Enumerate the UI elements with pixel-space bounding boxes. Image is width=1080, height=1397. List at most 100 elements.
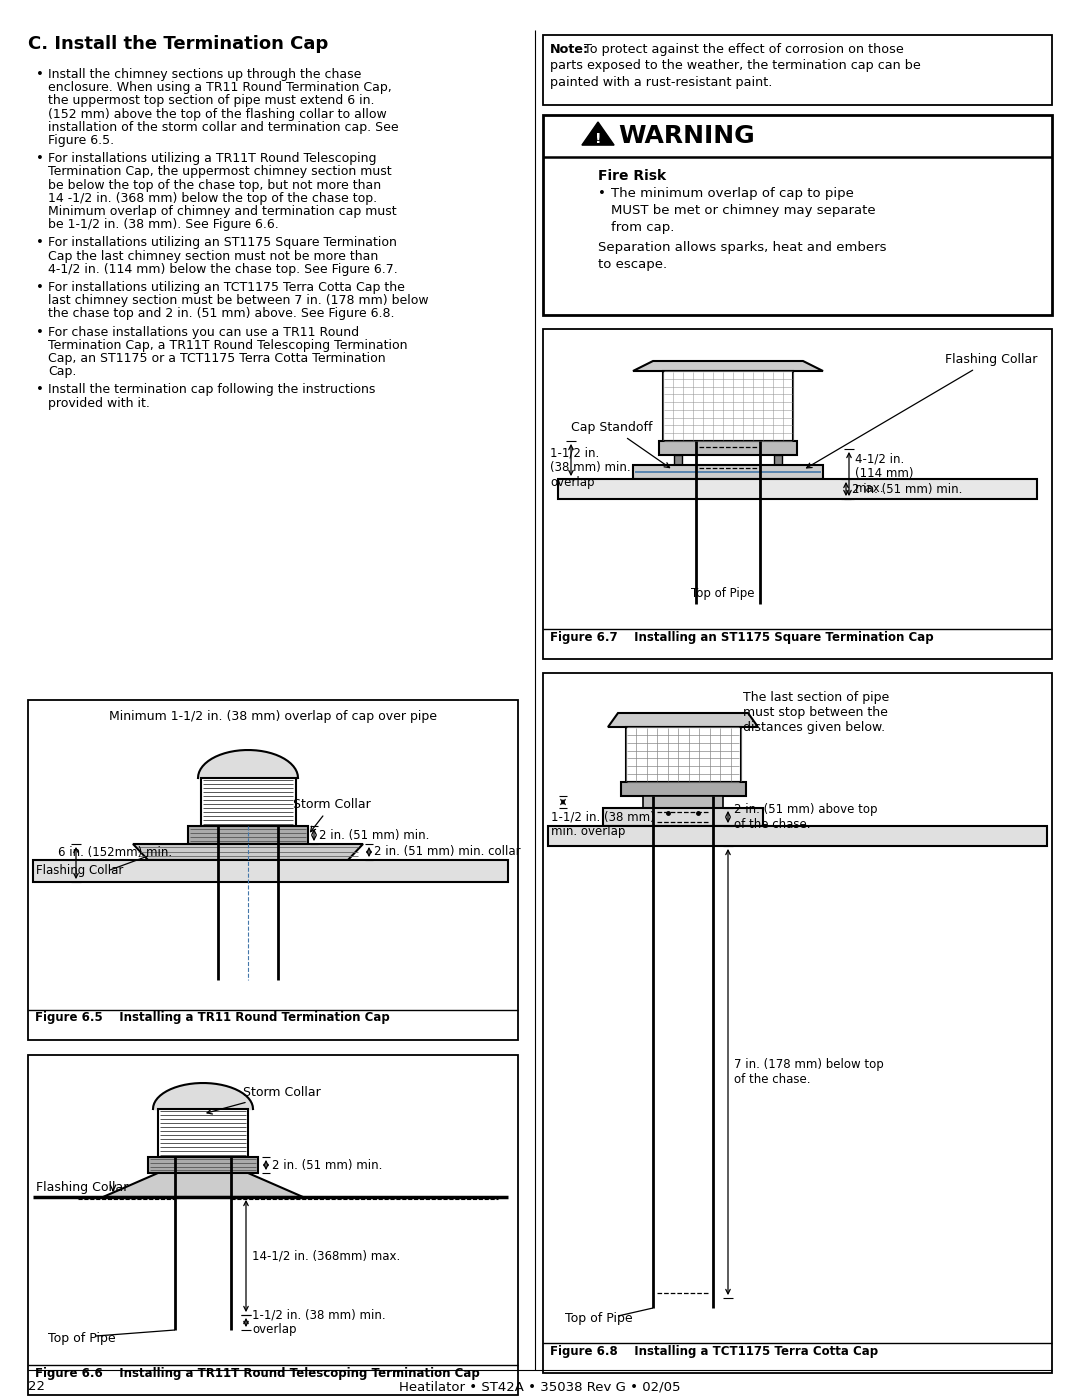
Text: Figure 6.7    Installing an ST1175 Square Termination Cap: Figure 6.7 Installing an ST1175 Square T… <box>550 630 933 644</box>
Text: 2 in. (51 mm) above top
of the chase.: 2 in. (51 mm) above top of the chase. <box>734 803 877 831</box>
Text: 1-1/2 in.
(38 mm) min.
overlap: 1-1/2 in. (38 mm) min. overlap <box>550 446 631 489</box>
Text: Flashing Collar: Flashing Collar <box>807 353 1037 468</box>
Bar <box>28 1055 518 1396</box>
Text: from cap.: from cap. <box>611 221 674 235</box>
Text: 2 in. (51 mm) min. collar: 2 in. (51 mm) min. collar <box>374 845 521 859</box>
Text: Top of Pipe: Top of Pipe <box>48 1331 116 1345</box>
Text: Cap Standoff: Cap Standoff <box>571 420 670 468</box>
Polygon shape <box>633 360 823 372</box>
Bar <box>674 455 681 465</box>
Text: provided with it.: provided with it. <box>48 397 150 409</box>
Text: C. Install the Termination Cap: C. Install the Termination Cap <box>28 35 328 53</box>
Text: Note:: Note: <box>550 43 589 56</box>
Text: Storm Collar: Storm Collar <box>207 1085 321 1113</box>
Text: 22: 22 <box>28 1380 45 1393</box>
Text: Cap, an ST1175 or a TCT1175 Terra Cotta Termination: Cap, an ST1175 or a TCT1175 Terra Cotta … <box>48 352 386 365</box>
Text: Cap.: Cap. <box>48 365 77 379</box>
Bar <box>621 782 746 796</box>
Bar <box>774 455 782 465</box>
Polygon shape <box>103 1173 303 1197</box>
Bar <box>148 1157 258 1173</box>
Text: MUST be met or chimney may separate: MUST be met or chimney may separate <box>611 204 876 217</box>
Bar <box>543 115 1052 314</box>
Text: For installations utilizing an TCT1175 Terra Cotta Cap the: For installations utilizing an TCT1175 T… <box>48 281 405 293</box>
Text: to escape.: to escape. <box>598 258 667 271</box>
Text: enclosure. When using a TR11 Round Termination Cap,: enclosure. When using a TR11 Round Termi… <box>48 81 392 94</box>
Text: For installations utilizing a TR11T Round Telescoping: For installations utilizing a TR11T Roun… <box>48 152 377 165</box>
Bar <box>603 807 762 826</box>
Text: 6 in. (152mm) min.: 6 in. (152mm) min. <box>58 847 172 859</box>
Bar <box>543 330 1052 659</box>
Text: Storm Collar: Storm Collar <box>293 798 370 831</box>
Bar <box>158 1109 248 1157</box>
Text: 1-1/2 in. (38 mm)
min. overlap: 1-1/2 in. (38 mm) min. overlap <box>551 810 654 838</box>
Text: 2 in. (51 mm) min.: 2 in. (51 mm) min. <box>319 828 430 841</box>
Text: be 1-1/2 in. (38 mm). See Figure 6.6.: be 1-1/2 in. (38 mm). See Figure 6.6. <box>48 218 279 231</box>
Polygon shape <box>608 712 758 726</box>
Text: Separation allows sparks, heat and embers: Separation allows sparks, heat and ember… <box>598 242 887 254</box>
Bar <box>188 826 308 844</box>
Bar <box>643 796 723 807</box>
Text: Termination Cap, a TR11T Round Telescoping Termination: Termination Cap, a TR11T Round Telescopi… <box>48 339 407 352</box>
Text: 1-1/2 in. (38 mm) min.
overlap: 1-1/2 in. (38 mm) min. overlap <box>252 1309 386 1337</box>
Text: •: • <box>36 281 44 293</box>
Bar <box>33 861 508 882</box>
Text: (152 mm) above the top of the flashing collar to allow: (152 mm) above the top of the flashing c… <box>48 108 387 120</box>
Text: the uppermost top section of pipe must extend 6 in.: the uppermost top section of pipe must e… <box>48 95 375 108</box>
Text: 4-1/2 in. (114 mm) below the chase top. See Figure 6.7.: 4-1/2 in. (114 mm) below the chase top. … <box>48 263 397 275</box>
Text: The last section of pipe
must stop between the
distances given below.: The last section of pipe must stop betwe… <box>743 692 889 733</box>
Text: To protect against the effect of corrosion on those: To protect against the effect of corrosi… <box>584 43 904 56</box>
Bar <box>558 479 1037 499</box>
Text: 4-1/2 in.
(114 mm)
max.: 4-1/2 in. (114 mm) max. <box>855 453 914 496</box>
Polygon shape <box>582 122 615 145</box>
Bar <box>201 778 296 826</box>
Text: painted with a rust-resistant paint.: painted with a rust-resistant paint. <box>550 75 772 89</box>
Bar <box>543 673 1052 1373</box>
Text: Install the chimney sections up through the chase: Install the chimney sections up through … <box>48 68 362 81</box>
Text: Figure 6.5    Installing a TR11 Round Termination Cap: Figure 6.5 Installing a TR11 Round Termi… <box>35 1011 390 1024</box>
Text: installation of the storm collar and termination cap. See: installation of the storm collar and ter… <box>48 120 399 134</box>
Bar <box>28 700 518 1039</box>
Bar <box>626 726 741 782</box>
Text: Flashing Collar: Flashing Collar <box>36 1180 129 1194</box>
Text: For installations utilizing an ST1175 Square Termination: For installations utilizing an ST1175 Sq… <box>48 236 396 250</box>
Text: Figure 6.6    Installing a TR11T Round Telescoping Termination Cap: Figure 6.6 Installing a TR11T Round Tele… <box>35 1366 480 1379</box>
Text: Heatilator • ST42A • 35038 Rev G • 02/05: Heatilator • ST42A • 35038 Rev G • 02/05 <box>400 1380 680 1393</box>
Bar <box>633 465 823 479</box>
Text: Top of Pipe: Top of Pipe <box>691 587 755 599</box>
Text: •: • <box>36 236 44 250</box>
Text: last chimney section must be between 7 in. (178 mm) below: last chimney section must be between 7 i… <box>48 295 429 307</box>
Text: 14-1/2 in. (368mm) max.: 14-1/2 in. (368mm) max. <box>252 1249 401 1263</box>
Text: Minimum 1-1/2 in. (38 mm) overlap of cap over pipe: Minimum 1-1/2 in. (38 mm) overlap of cap… <box>109 710 437 724</box>
Text: 14 -1/2 in. (368 mm) below the top of the chase top.: 14 -1/2 in. (368 mm) below the top of th… <box>48 191 377 205</box>
Text: Cap the last chimney section must not be more than: Cap the last chimney section must not be… <box>48 250 378 263</box>
Text: Figure 6.5.: Figure 6.5. <box>48 134 114 147</box>
Text: WARNING: WARNING <box>618 124 755 148</box>
Text: Fire Risk: Fire Risk <box>598 169 666 183</box>
Polygon shape <box>133 844 363 861</box>
Text: •: • <box>36 68 44 81</box>
Text: 2 in. (51 mm) min.: 2 in. (51 mm) min. <box>272 1158 382 1172</box>
Bar <box>548 826 1047 847</box>
Text: Termination Cap, the uppermost chimney section must: Termination Cap, the uppermost chimney s… <box>48 165 392 179</box>
Text: •: • <box>36 383 44 397</box>
Bar <box>543 35 1052 105</box>
Text: Top of Pipe: Top of Pipe <box>565 1312 633 1324</box>
Text: Minimum overlap of chimney and termination cap must: Minimum overlap of chimney and terminati… <box>48 205 396 218</box>
Text: 2 in. (51 mm) min.: 2 in. (51 mm) min. <box>852 482 962 496</box>
Bar <box>659 441 797 455</box>
Text: Figure 6.8    Installing a TCT1175 Terra Cotta Cap: Figure 6.8 Installing a TCT1175 Terra Co… <box>550 1344 878 1358</box>
Text: Install the termination cap following the instructions: Install the termination cap following th… <box>48 383 376 397</box>
Text: !: ! <box>595 131 602 147</box>
Text: be below the top of the chase top, but not more than: be below the top of the chase top, but n… <box>48 179 381 191</box>
Bar <box>663 372 793 441</box>
Text: For chase installations you can use a TR11 Round: For chase installations you can use a TR… <box>48 326 360 338</box>
Text: the chase top and 2 in. (51 mm) above. See Figure 6.8.: the chase top and 2 in. (51 mm) above. S… <box>48 307 394 320</box>
Text: •: • <box>598 187 606 200</box>
Text: 7 in. (178 mm) below top
of the chase.: 7 in. (178 mm) below top of the chase. <box>734 1058 883 1085</box>
Text: The minimum overlap of cap to pipe: The minimum overlap of cap to pipe <box>611 187 854 200</box>
Text: •: • <box>36 152 44 165</box>
Text: parts exposed to the weather, the termination cap can be: parts exposed to the weather, the termin… <box>550 59 921 73</box>
Text: •: • <box>36 326 44 338</box>
Text: Flashing Collar: Flashing Collar <box>36 863 123 877</box>
